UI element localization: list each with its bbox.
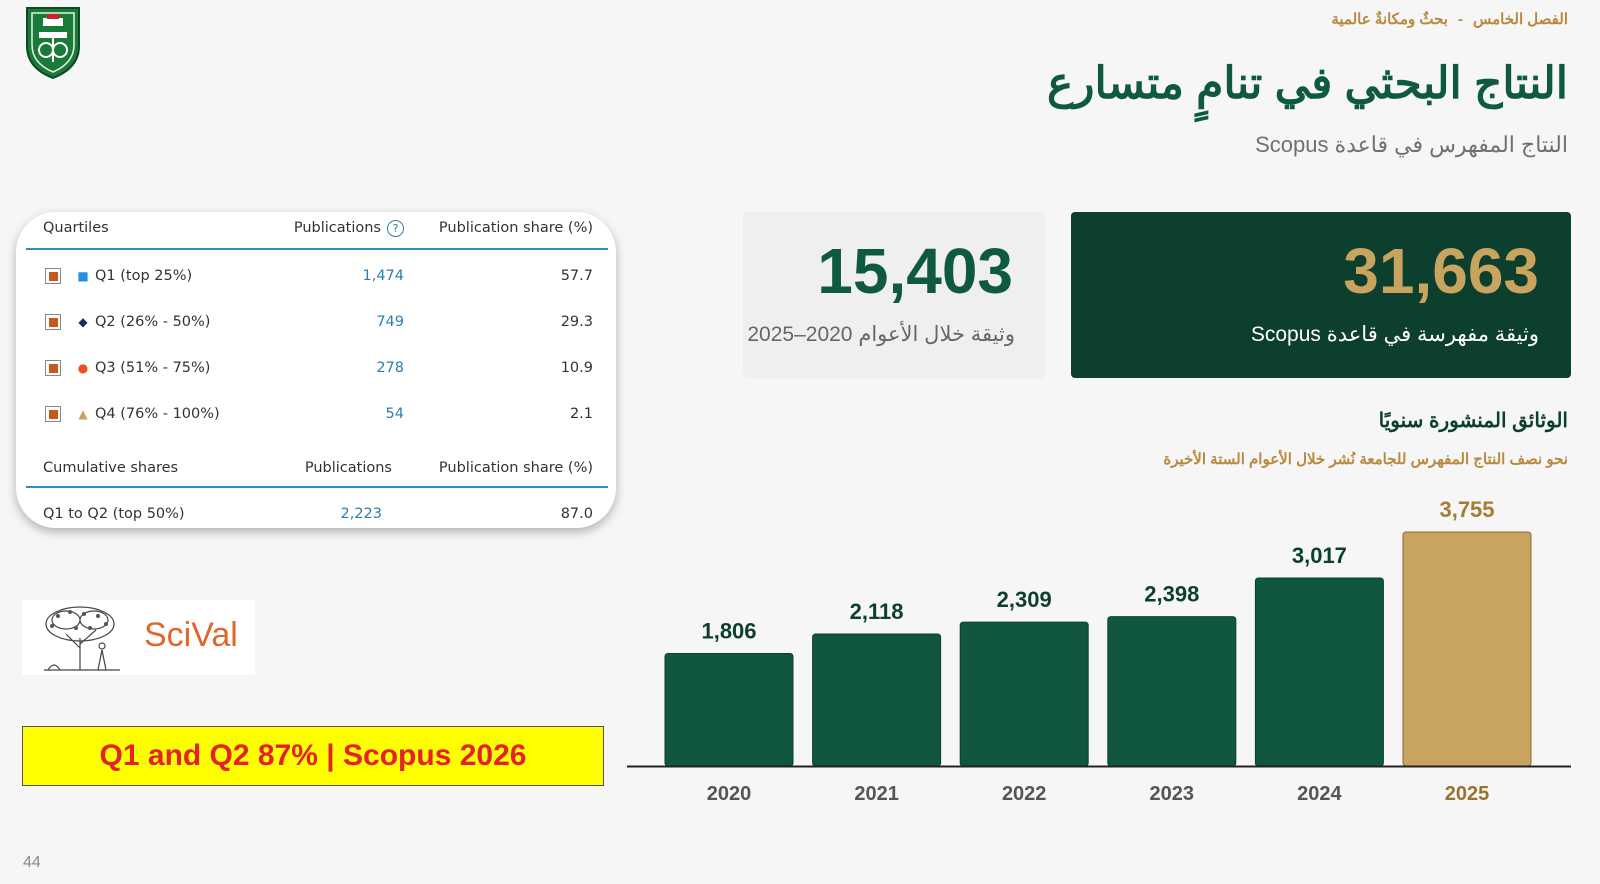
share-value: 57.7 bbox=[560, 268, 593, 284]
quartile-label: Q4 (76% - 100%) bbox=[95, 406, 220, 422]
highlight-banner: Q1 and Q2 87% | Scopus 2026 bbox=[22, 726, 604, 786]
circle-marker-icon: ● bbox=[77, 361, 89, 375]
share-value: 2.1 bbox=[569, 406, 593, 422]
stat-total-value: 31,663 bbox=[1343, 235, 1539, 307]
checkbox-q3[interactable] bbox=[45, 360, 61, 376]
header-cumulative-publications: Publications bbox=[304, 460, 392, 476]
header-publications-label: Publications bbox=[293, 220, 381, 236]
x-tick-label: 2021 bbox=[854, 783, 899, 805]
diamond-marker-icon: ◆ bbox=[78, 315, 88, 329]
section-separator: - bbox=[1457, 11, 1463, 28]
bar-2023 bbox=[1107, 616, 1237, 767]
yearly-documents-bar-chart: 1,806 2020 2,118 2021 2,309 2022 2,398 2023 3,01… bbox=[627, 497, 1571, 805]
scival-wordmark: SciVal bbox=[144, 616, 238, 654]
table-divider bbox=[26, 486, 608, 488]
university-crest-icon bbox=[23, 4, 83, 80]
table-header-row: Quartiles Publications? Publication shar… bbox=[16, 212, 616, 252]
share-value: 29.3 bbox=[560, 314, 593, 330]
table-row: ▲ Q4 (76% - 100%) 54 2.1 bbox=[16, 394, 616, 434]
bar-value-label: 2,118 bbox=[850, 599, 904, 624]
bar-2025 bbox=[1402, 531, 1532, 767]
bar-2020 bbox=[664, 652, 794, 767]
checkbox-q1[interactable] bbox=[45, 268, 61, 284]
table-divider bbox=[26, 248, 608, 250]
stat-recent-value: 15,403 bbox=[817, 235, 1013, 307]
table-row: ◆ Q2 (26% - 50%) 749 29.3 bbox=[16, 302, 616, 342]
quartile-cell: ■ Q1 (top 25%) bbox=[43, 256, 192, 296]
square-marker-icon: ■ bbox=[77, 269, 89, 283]
bar-2022 bbox=[959, 621, 1089, 767]
elsevier-tree-icon bbox=[44, 606, 120, 671]
share-value: 10.9 bbox=[560, 360, 593, 376]
triangle-marker-icon: ▲ bbox=[78, 407, 88, 421]
quartile-label: Q1 (top 25%) bbox=[95, 268, 193, 284]
table-row: Q1 to Q2 (top 50%) 2,223 87.0 bbox=[16, 494, 616, 528]
chart-title: الوثائق المنشورة سنويًا bbox=[1378, 410, 1568, 432]
checkbox-q2[interactable] bbox=[45, 314, 61, 330]
bar-value-label: 2,398 bbox=[1144, 582, 1199, 607]
header-cumulative-share: Publication share (%) bbox=[438, 460, 593, 476]
section-breadcrumb: الفصل الخامس-بحثٌ ومكانةٌ عالمية bbox=[1331, 10, 1568, 28]
quartile-label: Q2 (26% - 50%) bbox=[95, 314, 211, 330]
scival-logo: SciVal bbox=[22, 600, 255, 675]
page-title: النتاج البحثي في تنامٍ متسارع bbox=[1046, 59, 1568, 108]
stat-card-total: 31,663 وثيقة مفهرسة في قاعدة Scopus bbox=[1071, 212, 1571, 378]
bar-value-label: 2,309 bbox=[997, 587, 1052, 612]
checkbox-q4[interactable] bbox=[45, 406, 61, 422]
bar-value-label: 1,806 bbox=[701, 618, 756, 643]
publications-link[interactable]: 54 bbox=[385, 406, 404, 422]
quartile-label: Q3 (51% - 75%) bbox=[95, 360, 211, 376]
publications-link[interactable]: 749 bbox=[376, 314, 404, 330]
quartile-cell: ◆ Q2 (26% - 50%) bbox=[43, 302, 210, 342]
cumulative-header-row: Cumulative shares Publications Publicati… bbox=[16, 448, 616, 488]
page-number: 44 bbox=[23, 854, 41, 871]
table-row: ● Q3 (51% - 75%) 278 10.9 bbox=[16, 348, 616, 388]
quartile-cell: ● Q3 (51% - 75%) bbox=[43, 348, 210, 388]
publications-link[interactable]: 1,474 bbox=[362, 268, 404, 284]
header-share: Publication share (%) bbox=[438, 220, 593, 236]
x-tick-label: 2023 bbox=[1150, 783, 1195, 805]
x-tick-label: 2024 bbox=[1297, 783, 1342, 805]
header-quartiles: Quartiles bbox=[43, 220, 109, 236]
header-publications: Publications? bbox=[294, 218, 404, 238]
share-value: 87.0 bbox=[560, 506, 593, 522]
header-cumulative: Cumulative shares bbox=[43, 460, 179, 476]
chart-subtitle: نحو نصف النتاج المفهرس للجامعة نُشر خلال… bbox=[1163, 451, 1568, 468]
quartile-cell: ▲ Q4 (76% - 100%) bbox=[43, 394, 220, 434]
quartiles-table: Quartiles Publications? Publication shar… bbox=[16, 212, 616, 528]
x-tick-label: 2025 bbox=[1445, 783, 1490, 805]
publications-link[interactable]: 2,223 bbox=[340, 506, 382, 522]
publications-link[interactable]: 278 bbox=[376, 360, 404, 376]
bar-value-label: 3,755 bbox=[1439, 497, 1494, 522]
bar-2024 bbox=[1254, 577, 1384, 767]
bar-2021 bbox=[812, 633, 942, 767]
section-chapter: الفصل الخامس bbox=[1472, 11, 1568, 28]
help-icon[interactable]: ? bbox=[387, 219, 404, 237]
table-row: ■ Q1 (top 25%) 1,474 57.7 bbox=[16, 256, 616, 296]
bar-value-label: 3,017 bbox=[1292, 543, 1347, 568]
stat-recent-label: وثيقة خلال الأعوام 2020–2025 bbox=[747, 323, 1015, 346]
section-topic: بحثٌ ومكانةٌ عالمية bbox=[1331, 11, 1448, 28]
stat-card-recent: 15,403 وثيقة خلال الأعوام 2020–2025 bbox=[743, 212, 1045, 378]
stat-total-label: وثيقة مفهرسة في قاعدة Scopus bbox=[1250, 323, 1539, 346]
page-subtitle: النتاج المفهرس في قاعدة Scopus bbox=[1255, 132, 1568, 157]
x-tick-label: 2022 bbox=[1002, 783, 1046, 805]
x-tick-label: 2020 bbox=[707, 783, 752, 805]
cumulative-label: Q1 to Q2 (top 50%) bbox=[43, 506, 185, 522]
